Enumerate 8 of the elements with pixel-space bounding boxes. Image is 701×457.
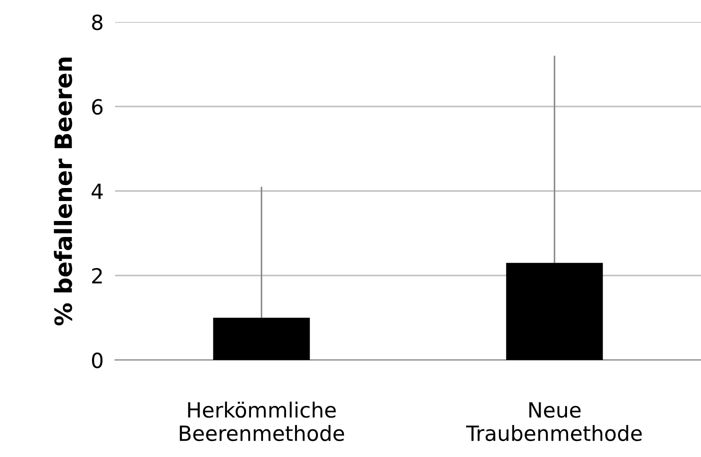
x-tick-label: Herkömmliche Beerenmethode <box>180 402 344 442</box>
y-tick-label: 6 <box>92 98 103 115</box>
y-tick-label: 8 <box>92 14 102 30</box>
x-tick-label: Neue Traubenmethode <box>466 402 642 442</box>
y-axis-title: % befallener Beeren <box>54 58 72 326</box>
y-tick-label: 2 <box>92 268 102 284</box>
y-tick-label: 4 <box>92 184 103 199</box>
y-tick-label: 0 <box>92 352 103 368</box>
